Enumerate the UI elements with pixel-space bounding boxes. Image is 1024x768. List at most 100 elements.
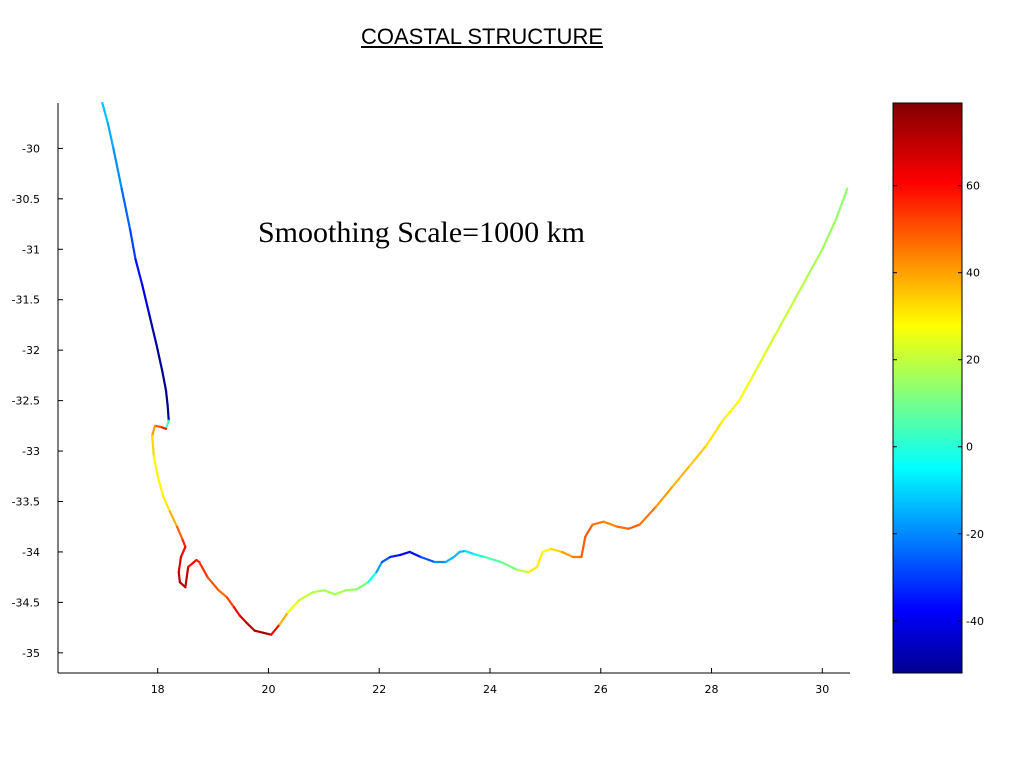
- coastline-segment: [311, 589, 325, 594]
- coastline-segment: [655, 485, 674, 508]
- y-ticks: -30 -30.5 -31 -31.5 -32 -32.5 -33 -33.5 -34 -34.5…: [12, 142, 63, 660]
- coastline-segment: [297, 591, 314, 602]
- coastline-segment: [463, 549, 475, 556]
- coastline-segment: [560, 550, 575, 559]
- coastline-segment: [206, 576, 220, 592]
- coastline-segment: [333, 589, 348, 596]
- coastline-segment: [152, 454, 159, 478]
- y-tick-label: -34.5: [12, 596, 40, 609]
- coastline-segment: [120, 187, 132, 231]
- coastline-segment: [472, 552, 486, 559]
- coastline-segment: [148, 313, 158, 347]
- coastline-segment: [580, 535, 587, 559]
- colorbar-tick-label: 0: [966, 441, 973, 454]
- x-tick-label: 20: [261, 683, 275, 696]
- coastline-segment: [671, 465, 691, 488]
- coastline-segment: [627, 523, 641, 530]
- x-tick-label: 24: [483, 683, 497, 696]
- coastline-segment: [156, 475, 165, 498]
- coastline-segment: [177, 571, 181, 584]
- coastline-segment: [380, 555, 392, 564]
- coastline-segment: [721, 399, 741, 422]
- colorbar-tick-label: -40: [966, 615, 984, 628]
- coastline-segment: [584, 523, 594, 538]
- y-tick-label: -31.5: [12, 294, 40, 307]
- coastline-segment: [408, 550, 422, 559]
- coastline-segment: [155, 344, 164, 372]
- plot-axes: [57, 103, 850, 674]
- chart-title: COASTAL STRUCTURE: [360, 24, 604, 49]
- y-tick-label: -35: [22, 647, 40, 660]
- coastline-segment: [483, 555, 503, 564]
- coastline-segment: [704, 419, 724, 448]
- coastline-segment: [835, 187, 849, 221]
- coastline-segment: [162, 495, 171, 513]
- coastline-segment: [233, 606, 241, 617]
- coastline-segment: [179, 545, 187, 559]
- coastline-segment: [738, 374, 755, 402]
- y-tick-label: -32.5: [12, 395, 40, 408]
- x-tick-label: 30: [815, 683, 829, 696]
- coastline-segment: [112, 147, 123, 190]
- x-tick-label: 28: [705, 683, 719, 696]
- coastline-segment: [444, 555, 456, 564]
- coastline-segment: [106, 122, 115, 150]
- coastline-segment: [238, 614, 248, 624]
- coastline-segment: [452, 550, 461, 559]
- coastline-segment: [181, 538, 187, 548]
- coastline-segment: [793, 273, 810, 301]
- coastline-segment: [128, 228, 137, 261]
- coastline-segment: [164, 419, 170, 430]
- coastline-segment: [527, 565, 539, 574]
- colorbar-tick-label: 20: [966, 354, 980, 367]
- coastline-segment: [419, 555, 436, 564]
- coastline-segment: [389, 553, 402, 559]
- coastline-segment: [151, 434, 155, 458]
- coastline-segment: [549, 547, 564, 554]
- y-tick-label: -30.5: [12, 193, 40, 206]
- colorbar-tick-label: 60: [966, 180, 980, 193]
- coastline-segment: [286, 599, 301, 614]
- coastline-segment: [516, 568, 530, 574]
- coastline-segment: [535, 550, 544, 569]
- y-tick-label: -33: [22, 445, 40, 458]
- coastline-segment: [168, 510, 179, 528]
- coastline-segment: [765, 323, 782, 352]
- coastline-segment: [541, 547, 553, 554]
- y-tick-label: -30: [22, 142, 40, 155]
- coastline-segment: [399, 550, 411, 557]
- coastline-segment: [344, 588, 359, 592]
- coastline-segment: [355, 581, 370, 591]
- colorbar-tick-label: 40: [966, 267, 980, 280]
- coastline-segment: [175, 525, 184, 541]
- smoothing-annotation: Smoothing Scale=1000 km: [258, 216, 585, 249]
- coastline-segment: [751, 349, 769, 377]
- coastline-segment: [261, 631, 273, 636]
- coastline-segment: [101, 101, 109, 125]
- colorbar-gradient: [892, 102, 963, 674]
- coastline-segment: [134, 258, 144, 286]
- coastline-segment: [161, 369, 168, 392]
- coastline-segment: [807, 248, 824, 276]
- coastline-segment: [499, 560, 519, 572]
- x-tick-label: 22: [372, 683, 386, 696]
- coastline-segment: [166, 404, 170, 422]
- y-tick-label: -32: [22, 344, 40, 357]
- coastline-segment: [225, 596, 236, 609]
- colorbar: [892, 102, 963, 674]
- coastline-segment: [270, 623, 281, 636]
- coastline-segment: [184, 565, 190, 589]
- coastline-segment: [779, 298, 796, 327]
- coastline-segment: [638, 505, 658, 526]
- coastline-segment: [375, 560, 384, 574]
- colorbar-ticks: 60 40 20 0 -20 -40: [893, 180, 984, 628]
- coastline-segment: [278, 611, 289, 626]
- coastline-segment: [217, 589, 229, 599]
- coastline-segment: [821, 217, 838, 251]
- coastline-segment: [198, 560, 209, 579]
- coastline-segment: [141, 283, 151, 316]
- coastline-segment: [245, 621, 256, 632]
- coastline-segment: [616, 525, 630, 530]
- coastline-segment: [322, 589, 337, 596]
